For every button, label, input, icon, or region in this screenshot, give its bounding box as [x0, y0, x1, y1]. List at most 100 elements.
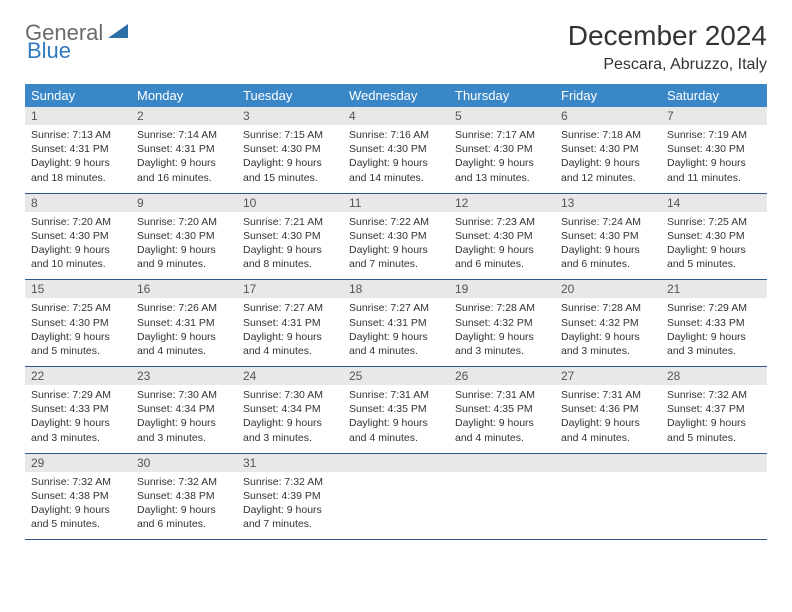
weekday-header: Tuesday [237, 84, 343, 107]
day-number: 20 [555, 280, 661, 298]
day-number: 27 [555, 367, 661, 385]
day-detail: Sunrise: 7:31 AMSunset: 4:36 PMDaylight:… [555, 385, 661, 453]
day-number: 9 [131, 194, 237, 212]
logo-triangle-icon [108, 22, 128, 43]
day-number: 5 [449, 107, 555, 125]
day-detail: Sunrise: 7:20 AMSunset: 4:30 PMDaylight:… [131, 212, 237, 280]
calendar-day-cell: 3Sunrise: 7:15 AMSunset: 4:30 PMDaylight… [237, 107, 343, 193]
calendar-day-cell: 2Sunrise: 7:14 AMSunset: 4:31 PMDaylight… [131, 107, 237, 193]
day-detail: Sunrise: 7:18 AMSunset: 4:30 PMDaylight:… [555, 125, 661, 193]
weekday-header: Monday [131, 84, 237, 107]
calendar-day-cell: 17Sunrise: 7:27 AMSunset: 4:31 PMDayligh… [237, 280, 343, 367]
day-number: 8 [25, 194, 131, 212]
calendar-day-cell: 24Sunrise: 7:30 AMSunset: 4:34 PMDayligh… [237, 367, 343, 454]
day-detail: Sunrise: 7:31 AMSunset: 4:35 PMDaylight:… [343, 385, 449, 453]
day-number: 23 [131, 367, 237, 385]
weekday-header: Friday [555, 84, 661, 107]
calendar-day-cell: 1Sunrise: 7:13 AMSunset: 4:31 PMDaylight… [25, 107, 131, 193]
weekday-header: Wednesday [343, 84, 449, 107]
calendar-week-row: 1Sunrise: 7:13 AMSunset: 4:31 PMDaylight… [25, 107, 767, 193]
day-number: 16 [131, 280, 237, 298]
day-detail: Sunrise: 7:31 AMSunset: 4:35 PMDaylight:… [449, 385, 555, 453]
day-number: 19 [449, 280, 555, 298]
calendar-day-cell: 19Sunrise: 7:28 AMSunset: 4:32 PMDayligh… [449, 280, 555, 367]
day-detail: Sunrise: 7:24 AMSunset: 4:30 PMDaylight:… [555, 212, 661, 280]
day-number: 1 [25, 107, 131, 125]
day-number: 15 [25, 280, 131, 298]
day-detail: Sunrise: 7:32 AMSunset: 4:37 PMDaylight:… [661, 385, 767, 453]
weekday-header: Saturday [661, 84, 767, 107]
day-number: 13 [555, 194, 661, 212]
day-detail: Sunrise: 7:19 AMSunset: 4:30 PMDaylight:… [661, 125, 767, 193]
calendar-day-cell: 4Sunrise: 7:16 AMSunset: 4:30 PMDaylight… [343, 107, 449, 193]
title-block: December 2024 Pescara, Abruzzo, Italy [568, 20, 767, 74]
calendar-day-cell: 26Sunrise: 7:31 AMSunset: 4:35 PMDayligh… [449, 367, 555, 454]
calendar-day-cell: 29Sunrise: 7:32 AMSunset: 4:38 PMDayligh… [25, 453, 131, 540]
logo-blue-text-wrap: Blue [27, 38, 71, 64]
day-number: 30 [131, 454, 237, 472]
day-number: 17 [237, 280, 343, 298]
day-number: 22 [25, 367, 131, 385]
day-detail: Sunrise: 7:25 AMSunset: 4:30 PMDaylight:… [25, 298, 131, 366]
calendar-week-row: 29Sunrise: 7:32 AMSunset: 4:38 PMDayligh… [25, 453, 767, 540]
calendar-week-row: 15Sunrise: 7:25 AMSunset: 4:30 PMDayligh… [25, 280, 767, 367]
calendar-day-cell: 10Sunrise: 7:21 AMSunset: 4:30 PMDayligh… [237, 193, 343, 280]
day-detail: Sunrise: 7:17 AMSunset: 4:30 PMDaylight:… [449, 125, 555, 193]
calendar-day-cell: 7Sunrise: 7:19 AMSunset: 4:30 PMDaylight… [661, 107, 767, 193]
day-number: 26 [449, 367, 555, 385]
day-number: 14 [661, 194, 767, 212]
calendar-day-cell: 22Sunrise: 7:29 AMSunset: 4:33 PMDayligh… [25, 367, 131, 454]
day-number: 24 [237, 367, 343, 385]
calendar-week-row: 22Sunrise: 7:29 AMSunset: 4:33 PMDayligh… [25, 367, 767, 454]
calendar-day-cell: 6Sunrise: 7:18 AMSunset: 4:30 PMDaylight… [555, 107, 661, 193]
calendar-day-cell: 12Sunrise: 7:23 AMSunset: 4:30 PMDayligh… [449, 193, 555, 280]
month-title: December 2024 [568, 20, 767, 52]
day-detail: Sunrise: 7:25 AMSunset: 4:30 PMDaylight:… [661, 212, 767, 280]
day-detail: Sunrise: 7:28 AMSunset: 4:32 PMDaylight:… [555, 298, 661, 366]
day-number: 25 [343, 367, 449, 385]
day-number: 31 [237, 454, 343, 472]
calendar-day-cell: 20Sunrise: 7:28 AMSunset: 4:32 PMDayligh… [555, 280, 661, 367]
day-detail: Sunrise: 7:32 AMSunset: 4:38 PMDaylight:… [25, 472, 131, 540]
day-detail: Sunrise: 7:21 AMSunset: 4:30 PMDaylight:… [237, 212, 343, 280]
calendar-day-cell: 23Sunrise: 7:30 AMSunset: 4:34 PMDayligh… [131, 367, 237, 454]
weekday-header: Thursday [449, 84, 555, 107]
day-detail: Sunrise: 7:23 AMSunset: 4:30 PMDaylight:… [449, 212, 555, 280]
calendar-day-cell: 21Sunrise: 7:29 AMSunset: 4:33 PMDayligh… [661, 280, 767, 367]
day-number: 10 [237, 194, 343, 212]
calendar-day-cell: 11Sunrise: 7:22 AMSunset: 4:30 PMDayligh… [343, 193, 449, 280]
calendar-page: General December 2024 Pescara, Abruzzo, … [0, 0, 792, 560]
day-detail: Sunrise: 7:29 AMSunset: 4:33 PMDaylight:… [25, 385, 131, 453]
calendar-day-cell: 13Sunrise: 7:24 AMSunset: 4:30 PMDayligh… [555, 193, 661, 280]
day-detail: Sunrise: 7:30 AMSunset: 4:34 PMDaylight:… [237, 385, 343, 453]
calendar-day-cell: 30Sunrise: 7:32 AMSunset: 4:38 PMDayligh… [131, 453, 237, 540]
calendar-day-cell [343, 453, 449, 540]
day-detail: Sunrise: 7:32 AMSunset: 4:39 PMDaylight:… [237, 472, 343, 540]
day-detail: Sunrise: 7:16 AMSunset: 4:30 PMDaylight:… [343, 125, 449, 193]
day-number: 3 [237, 107, 343, 125]
location-subtitle: Pescara, Abruzzo, Italy [568, 56, 767, 74]
day-detail: Sunrise: 7:15 AMSunset: 4:30 PMDaylight:… [237, 125, 343, 193]
day-detail: Sunrise: 7:14 AMSunset: 4:31 PMDaylight:… [131, 125, 237, 193]
logo-text-blue: Blue [27, 38, 71, 63]
day-detail: Sunrise: 7:28 AMSunset: 4:32 PMDaylight:… [449, 298, 555, 366]
day-number: 2 [131, 107, 237, 125]
day-detail: Sunrise: 7:27 AMSunset: 4:31 PMDaylight:… [237, 298, 343, 366]
calendar-header-row: SundayMondayTuesdayWednesdayThursdayFrid… [25, 84, 767, 107]
calendar-day-cell: 31Sunrise: 7:32 AMSunset: 4:39 PMDayligh… [237, 453, 343, 540]
day-number: 28 [661, 367, 767, 385]
day-number: 12 [449, 194, 555, 212]
calendar-day-cell: 15Sunrise: 7:25 AMSunset: 4:30 PMDayligh… [25, 280, 131, 367]
day-detail: Sunrise: 7:27 AMSunset: 4:31 PMDaylight:… [343, 298, 449, 366]
calendar-day-cell: 27Sunrise: 7:31 AMSunset: 4:36 PMDayligh… [555, 367, 661, 454]
calendar-day-cell: 18Sunrise: 7:27 AMSunset: 4:31 PMDayligh… [343, 280, 449, 367]
day-detail: Sunrise: 7:30 AMSunset: 4:34 PMDaylight:… [131, 385, 237, 453]
calendar-table: SundayMondayTuesdayWednesdayThursdayFrid… [25, 84, 767, 540]
day-detail: Sunrise: 7:13 AMSunset: 4:31 PMDaylight:… [25, 125, 131, 193]
day-detail: Sunrise: 7:22 AMSunset: 4:30 PMDaylight:… [343, 212, 449, 280]
calendar-day-cell: 28Sunrise: 7:32 AMSunset: 4:37 PMDayligh… [661, 367, 767, 454]
day-number: 7 [661, 107, 767, 125]
day-number: 29 [25, 454, 131, 472]
calendar-day-cell [555, 453, 661, 540]
day-number: 18 [343, 280, 449, 298]
